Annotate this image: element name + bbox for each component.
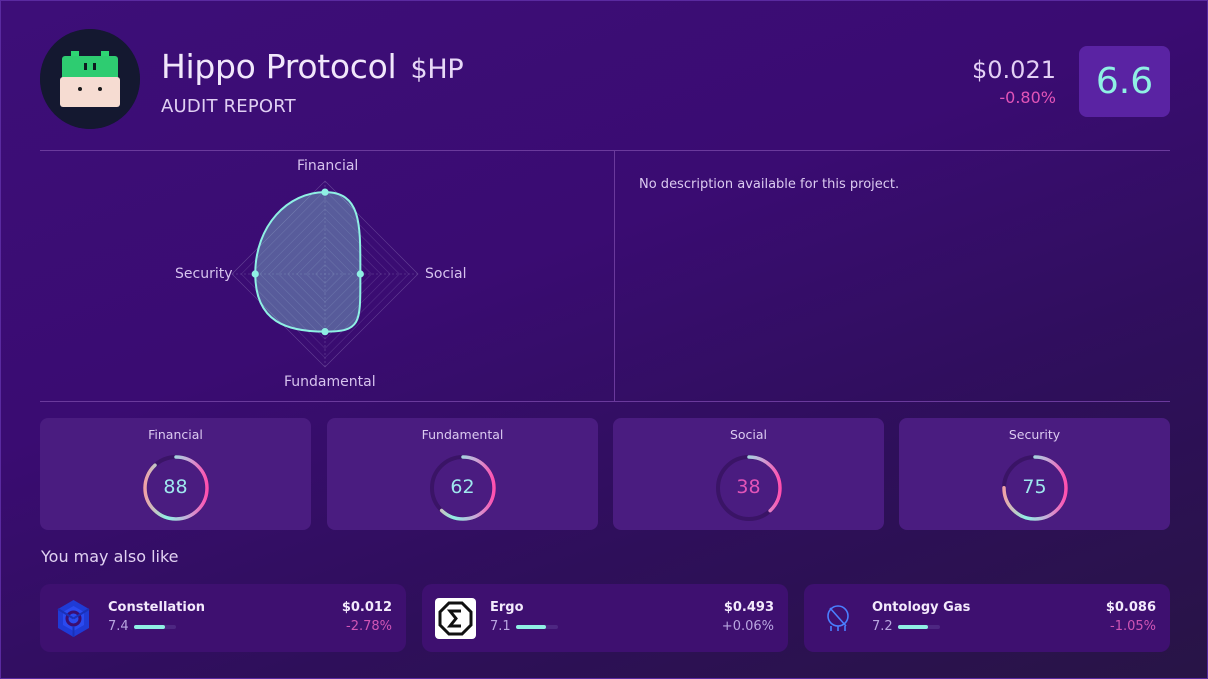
recommendation-price: $0.012 [341, 600, 392, 615]
project-title: Hippo Protocol $HP [161, 47, 464, 86]
recommendation-change: +0.06% [721, 619, 774, 634]
recommendation-name: Constellation [108, 600, 206, 615]
score-bar [516, 625, 558, 629]
score-bar [134, 625, 176, 629]
metric-label: Security [1008, 427, 1061, 442]
divider-vertical [614, 151, 615, 401]
metric-value: 38 [736, 476, 761, 498]
radar-chart: Financial Social Fundamental Security [161, 151, 481, 396]
recommendation-score: 7.2 [872, 619, 893, 634]
score-bar-fill [134, 625, 166, 629]
divider [40, 150, 1170, 151]
recommendation-change: -2.78% [346, 619, 392, 634]
gauge-ring-icon [1001, 455, 1068, 521]
recommendation-change: -1.05% [1110, 619, 1156, 634]
project-title-block: Hippo Protocol $HP AUDIT REPORT [161, 47, 464, 117]
metric-label: Financial [148, 427, 203, 442]
metric-card-financial: Financial 88 [40, 418, 311, 530]
constellation-logo-icon [53, 598, 94, 639]
project-description: No description available for this projec… [639, 177, 900, 192]
metric-card-social: Social 38 [613, 418, 884, 530]
divider [40, 401, 1170, 402]
radar-label-fundamental: Fundamental [284, 374, 376, 390]
gauge-ring-icon [142, 455, 209, 521]
recommendation-score: 7.1 [490, 619, 511, 634]
radar-label-social: Social [425, 266, 467, 282]
radar-label-security: Security [175, 266, 233, 282]
metric-value: 75 [1022, 476, 1047, 498]
recommendation-price: $0.493 [723, 600, 774, 615]
overall-score-badge: 6.6 [1079, 46, 1170, 117]
ergo-logo-icon [435, 598, 476, 639]
recommendation-card-ontology-gas[interactable]: Ontology Gas 7.2 $0.086 -1.05% [804, 584, 1170, 652]
recommendation-price: $0.086 [1105, 600, 1156, 615]
gauge-ring-icon [429, 455, 496, 521]
price-block: $0.021 -0.80% [972, 56, 1056, 107]
recommendation-card-ergo[interactable]: Ergo 7.1 $0.493 +0.06% [422, 584, 788, 652]
metric-card-fundamental: Fundamental 62 [327, 418, 598, 530]
score-bar-fill [516, 625, 546, 629]
recommendation-card-constellation[interactable]: Constellation 7.4 $0.012 -2.78% [40, 584, 406, 652]
metric-value: 62 [450, 476, 475, 498]
radar-label-financial: Financial [297, 158, 359, 174]
radar-chart-plot [231, 180, 419, 368]
hippo-logo-icon [40, 29, 140, 129]
metric-label: Social [729, 427, 768, 442]
recommendations-title: You may also like [41, 547, 179, 566]
score-bar-fill [898, 625, 929, 629]
report-subtitle: AUDIT REPORT [161, 96, 296, 117]
token-price: $0.021 [972, 56, 1056, 84]
price-change: -0.80% [999, 88, 1056, 107]
recommendation-name: Ontology Gas [872, 600, 971, 615]
recommendation-name: Ergo [490, 600, 524, 615]
gauge-ring-icon [715, 455, 782, 521]
metric-card-security: Security 75 [899, 418, 1170, 530]
metric-label: Fundamental [421, 427, 504, 442]
metric-value: 88 [163, 476, 188, 498]
project-name: Hippo Protocol [161, 47, 397, 86]
score-bar [898, 625, 940, 629]
recommendation-score: 7.4 [108, 619, 129, 634]
ontology-gas-logo-icon [817, 598, 858, 639]
project-ticker: $HP [410, 54, 464, 85]
